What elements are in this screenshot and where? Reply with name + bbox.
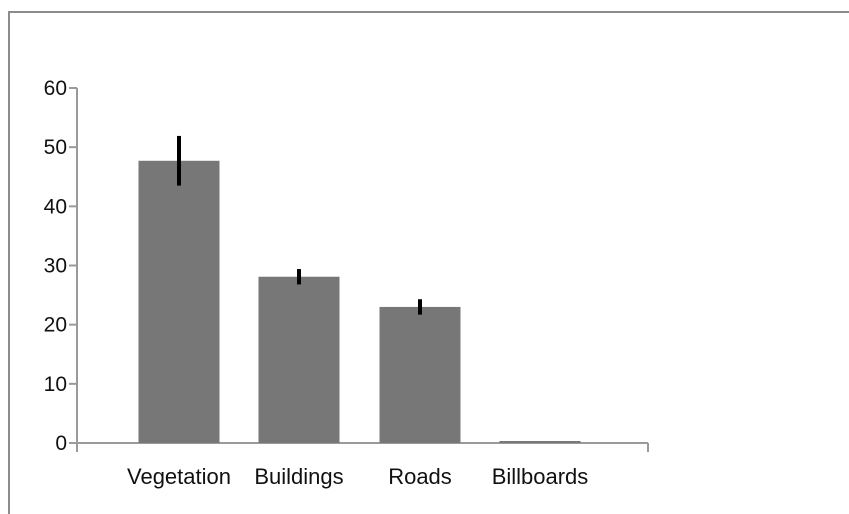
x-category-label: Vegetation [127, 464, 231, 489]
x-axis-labels: Vegetation Buildings Roads Billboards [127, 464, 588, 489]
bar-roads [379, 306, 461, 443]
y-tick-label: 20 [44, 314, 67, 337]
chart-frame [8, 11, 849, 514]
x-category-label: Buildings [254, 464, 343, 489]
chart-bars [138, 160, 581, 443]
y-tick-label: 50 [44, 136, 67, 159]
x-category-label: Roads [388, 464, 452, 489]
chart-error-bars [177, 135, 422, 315]
y-tick-label: 30 [44, 255, 67, 278]
x-category-label: Billboards [492, 464, 589, 489]
bar-vegetation [138, 160, 220, 443]
y-axis-ticks: 0 10 20 30 40 50 60 [44, 77, 77, 455]
y-tick-label: 0 [55, 432, 67, 455]
bar-billboards [499, 441, 581, 443]
bar-buildings [258, 276, 340, 443]
y-tick-label: 40 [44, 195, 67, 218]
y-tick-label: 60 [44, 77, 67, 100]
y-tick-label: 10 [44, 373, 67, 396]
